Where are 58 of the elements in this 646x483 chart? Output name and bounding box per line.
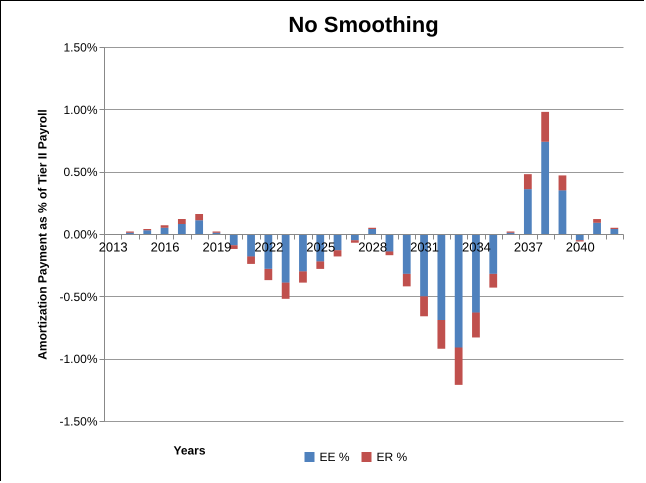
bar <box>489 274 498 288</box>
bar <box>558 190 566 234</box>
bar <box>437 320 446 349</box>
y-tick-label: -1.00% <box>59 352 98 366</box>
bar <box>610 229 618 234</box>
bar <box>437 234 446 320</box>
x-tick-label: 2016 <box>150 240 180 254</box>
bar <box>264 268 272 280</box>
x-tick-label: 2040 <box>566 240 595 254</box>
bar <box>558 175 566 190</box>
x-tick-label: 2019 <box>202 240 232 254</box>
bar <box>195 220 204 234</box>
bar <box>160 228 168 234</box>
bar <box>472 312 480 338</box>
bar <box>593 222 601 234</box>
bar <box>160 225 168 228</box>
legend-label: ER % <box>376 450 408 464</box>
bar <box>454 347 463 385</box>
bar <box>524 174 532 190</box>
bar <box>316 261 324 269</box>
x-axis-title: Years <box>173 444 206 458</box>
bar <box>489 234 498 274</box>
x-tick-label: 2037 <box>514 240 543 254</box>
bar <box>386 234 394 252</box>
bar <box>593 219 601 223</box>
bar <box>247 256 255 264</box>
y-tick-label: 0.00% <box>63 228 98 242</box>
y-tick-label: -1.50% <box>59 414 98 428</box>
y-axis-title: Amortization Payment as % of Tier II Payroll <box>35 109 50 360</box>
y-tick-label: 0.50% <box>63 165 98 180</box>
bar <box>402 274 411 286</box>
bar <box>334 250 342 256</box>
bar <box>230 245 238 249</box>
bar <box>334 234 342 250</box>
bar <box>541 142 550 234</box>
bar <box>178 219 186 224</box>
bar <box>247 234 255 256</box>
bar <box>195 214 204 220</box>
bar <box>350 240 359 243</box>
y-tick-label: 1.50% <box>63 40 98 54</box>
y-tick-label: 1.00% <box>63 102 98 117</box>
bar <box>402 234 411 274</box>
chart-title: No Smoothing <box>288 12 439 37</box>
x-tick-label: 2013 <box>98 240 128 254</box>
bar <box>178 224 186 234</box>
bar <box>282 282 290 299</box>
bar <box>299 234 307 272</box>
bar <box>454 234 463 348</box>
bar <box>282 234 290 283</box>
bar <box>386 251 394 256</box>
legend-label: EE % <box>320 450 350 464</box>
bar <box>524 189 532 234</box>
bar <box>299 271 307 283</box>
y-tick-label: -0.50% <box>59 290 98 304</box>
bar <box>420 296 428 316</box>
bar <box>143 230 152 234</box>
bar <box>368 229 376 234</box>
bar <box>541 112 550 142</box>
